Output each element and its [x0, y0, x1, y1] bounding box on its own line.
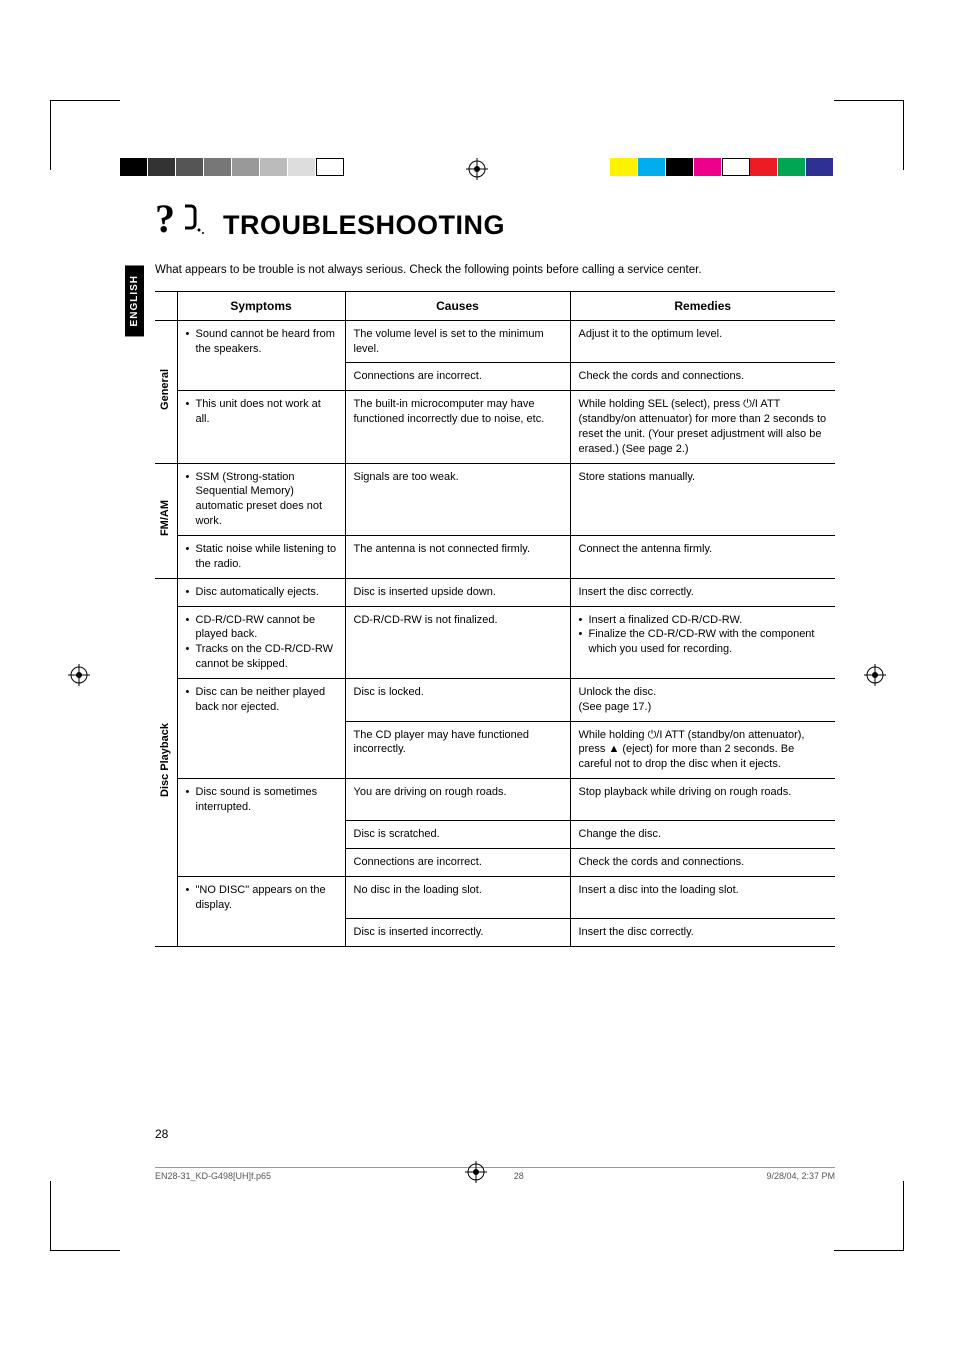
remedy-text: Adjust it to the optimum level. — [570, 320, 835, 363]
cause-text: Connections are incorrect. — [345, 849, 570, 877]
registration-mark-icon — [68, 664, 90, 686]
colorbar-left — [120, 158, 344, 176]
remedy-text: Store stations manually. — [570, 463, 835, 535]
table-row: Connections are incorrect. Check the cor… — [155, 849, 835, 877]
cause-text: The antenna is not connected firmly. — [345, 535, 570, 578]
remedy-text: Stop playback while driving on rough roa… — [570, 779, 835, 821]
colorbar-right — [610, 158, 834, 176]
section-general: General — [155, 320, 177, 463]
remedy-text: Insert a finalized CD-R/CD-RW. — [579, 613, 828, 628]
table-row: The CD player may have functioned incorr… — [155, 721, 835, 779]
table-row: Disc is inserted incorrectly. Insert the… — [155, 919, 835, 947]
remedy-text: While holding SEL (select), press ⏻/I AT… — [570, 391, 835, 463]
cause-text: Disc is inserted incorrectly. — [345, 919, 570, 947]
table-row: FM/AM SSM (Strong-station Sequential Mem… — [155, 463, 835, 535]
section-disc: Disc Playback — [155, 578, 177, 946]
remedy-text: Check the cords and connections. — [570, 849, 835, 877]
cause-text: Disc is locked. — [345, 678, 570, 721]
footer: 28 EN28-31_KD-G498[UH]f.p65 28 9/28/04, … — [155, 1127, 835, 1181]
cause-text: The CD player may have functioned incorr… — [345, 721, 570, 779]
heading-row: ? TROUBLESHOOTING — [155, 200, 835, 251]
footer-page: 28 — [514, 1171, 524, 1181]
remedy-text: Insert the disc correctly. — [570, 578, 835, 606]
cause-text: Connections are incorrect. — [345, 363, 570, 391]
page-content: ENGLISH ? TROUBLESHOOTING What appears t… — [155, 200, 835, 947]
intro-text: What appears to be trouble is not always… — [155, 263, 835, 279]
section-fmam: FM/AM — [155, 463, 177, 578]
page-number: 28 — [155, 1127, 835, 1141]
table-row: Connections are incorrect. Check the cor… — [155, 363, 835, 391]
page-title: TROUBLESHOOTING — [223, 210, 505, 241]
cause-text: Disc is scratched. — [345, 821, 570, 849]
registration-mark-icon — [465, 1161, 487, 1183]
table-row: Disc Playback Disc automatically ejects.… — [155, 578, 835, 606]
cause-text: You are driving on rough roads. — [345, 779, 570, 821]
col-remedies: Remedies — [570, 291, 835, 320]
table-row: Disc sound is sometimes interrupted. You… — [155, 779, 835, 821]
symptom-text: This unit does not work at all. — [186, 397, 337, 427]
remedy-text: Check the cords and connections. — [570, 363, 835, 391]
remedy-text: Insert a disc into the loading slot. — [570, 876, 835, 918]
footer-date: 9/28/04, 2:37 PM — [766, 1171, 835, 1181]
symptom-text: Tracks on the CD-R/CD-RW cannot be skipp… — [186, 642, 337, 672]
symptom-text: Sound cannot be heard from the speakers. — [186, 327, 337, 357]
symptom-text: Static noise while listening to the radi… — [186, 542, 337, 572]
cause-text: CD-R/CD-RW is not finalized. — [345, 606, 570, 678]
table-row: CD-R/CD-RW cannot be played back. Tracks… — [155, 606, 835, 678]
symptom-text: Disc can be neither played back nor ejec… — [186, 685, 337, 715]
troubleshooting-table: Symptoms Causes Remedies General Sound c… — [155, 291, 835, 948]
table-row: Disc can be neither played back nor ejec… — [155, 678, 835, 721]
remedy-text: Insert the disc correctly. — [570, 919, 835, 947]
cause-text: Signals are too weak. — [345, 463, 570, 535]
registration-mark-icon — [466, 158, 488, 180]
registration-mark-icon — [864, 664, 886, 686]
symptom-text: CD-R/CD-RW cannot be played back. — [186, 613, 337, 643]
table-row: General Sound cannot be heard from the s… — [155, 320, 835, 363]
language-tab: ENGLISH — [125, 265, 144, 336]
cause-text: No disc in the loading slot. — [345, 876, 570, 918]
cause-text: The built-in microcomputer may have func… — [345, 391, 570, 463]
table-row: Static noise while listening to the radi… — [155, 535, 835, 578]
remedy-text: Unlock the disc. (See page 17.) — [570, 678, 835, 721]
col-causes: Causes — [345, 291, 570, 320]
symptom-text: "NO DISC" appears on the display. — [186, 883, 337, 913]
table-row: This unit does not work at all. The buil… — [155, 391, 835, 463]
table-row: Disc is scratched. Change the disc. — [155, 821, 835, 849]
remedy-text: Connect the antenna firmly. — [570, 535, 835, 578]
cause-text: The volume level is set to the minimum l… — [345, 320, 570, 363]
symptom-text: Disc sound is sometimes interrupted. — [186, 785, 337, 815]
table-row: "NO DISC" appears on the display. No dis… — [155, 876, 835, 918]
svg-text:?: ? — [155, 200, 173, 240]
col-symptoms: Symptoms — [177, 291, 345, 320]
table-header-row: Symptoms Causes Remedies — [155, 291, 835, 320]
footer-file: EN28-31_KD-G498[UH]f.p65 — [155, 1171, 271, 1181]
remedy-text: While holding ⏻/I ATT (standby/on attenu… — [570, 721, 835, 779]
symptom-text: SSM (Strong-station Sequential Memory) a… — [186, 470, 337, 529]
cause-text: Disc is inserted upside down. — [345, 578, 570, 606]
remedy-text: Change the disc. — [570, 821, 835, 849]
troubleshoot-icon: ? — [155, 200, 209, 251]
remedy-text: Finalize the CD-R/CD-RW with the compone… — [579, 627, 828, 657]
symptom-text: Disc automatically ejects. — [186, 585, 337, 600]
